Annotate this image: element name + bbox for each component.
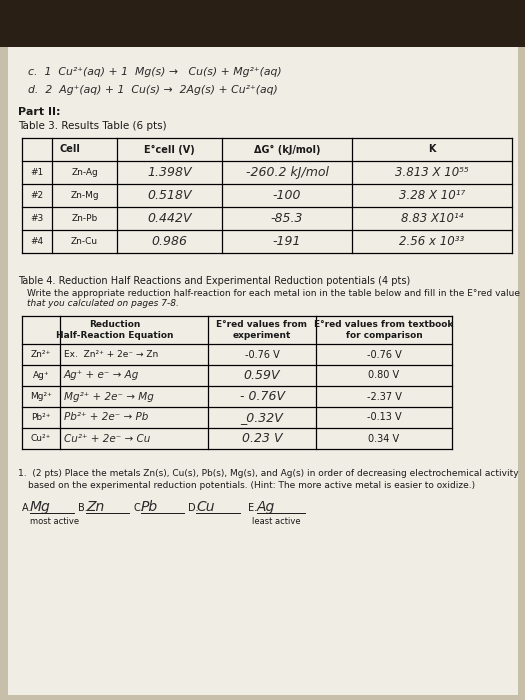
- Text: E.: E.: [248, 503, 257, 513]
- Text: C.: C.: [133, 503, 143, 513]
- Text: A.: A.: [22, 503, 32, 513]
- Text: -0.13 V: -0.13 V: [366, 412, 401, 423]
- Text: Part II:: Part II:: [18, 107, 60, 117]
- Text: -260.2 kJ/mol: -260.2 kJ/mol: [246, 166, 329, 179]
- Text: Zn-Pb: Zn-Pb: [71, 214, 98, 223]
- Text: 1.398V: 1.398V: [147, 166, 192, 179]
- Text: Ag⁺ + e⁻ → Ag: Ag⁺ + e⁻ → Ag: [64, 370, 139, 381]
- Text: Zn-Ag: Zn-Ag: [71, 168, 98, 177]
- Text: Pb: Pb: [141, 500, 158, 514]
- Text: E°red values from
experiment: E°red values from experiment: [216, 320, 308, 340]
- Text: 1.  (2 pts) Place the metals Zn(s), Cu(s), Pb(s), Mg(s), and Ag(s) in order of d: 1. (2 pts) Place the metals Zn(s), Cu(s)…: [18, 470, 519, 479]
- Text: Ag⁺: Ag⁺: [33, 371, 49, 380]
- Text: E°red values from textbook
for comparison: E°red values from textbook for compariso…: [314, 320, 454, 340]
- Text: E°cell (V): E°cell (V): [144, 144, 195, 155]
- Text: Mg²⁺ + 2e⁻ → Mg: Mg²⁺ + 2e⁻ → Mg: [64, 391, 154, 402]
- Text: -0.76 V: -0.76 V: [245, 349, 279, 360]
- FancyBboxPatch shape: [8, 47, 518, 695]
- Text: #2: #2: [30, 191, 44, 200]
- Text: Zn: Zn: [86, 500, 104, 514]
- Text: Write the appropriate reduction half-reaction for each metal ion in the table be: Write the appropriate reduction half-rea…: [27, 288, 520, 298]
- Text: 3.28 X 10¹⁷: 3.28 X 10¹⁷: [399, 189, 465, 202]
- Text: _0.32V: _0.32V: [240, 411, 284, 424]
- Text: Zn-Mg: Zn-Mg: [70, 191, 99, 200]
- Text: Zn-Cu: Zn-Cu: [71, 237, 98, 246]
- Text: -85.3: -85.3: [271, 212, 303, 225]
- Text: 0.23 V: 0.23 V: [242, 432, 282, 445]
- Text: K: K: [428, 144, 436, 155]
- Text: Ex.  Zn²⁺ + 2e⁻ → Zn: Ex. Zn²⁺ + 2e⁻ → Zn: [64, 350, 158, 359]
- Text: 0.518V: 0.518V: [147, 189, 192, 202]
- Text: Mg: Mg: [30, 500, 51, 514]
- Text: #3: #3: [30, 214, 44, 223]
- Text: -0.76 V: -0.76 V: [366, 349, 402, 360]
- Text: least active: least active: [252, 517, 301, 526]
- Text: 2.56 x 10³³: 2.56 x 10³³: [400, 235, 465, 248]
- Text: ΔG° (kJ/mol): ΔG° (kJ/mol): [254, 144, 320, 155]
- Text: #1: #1: [30, 168, 44, 177]
- Text: 0.986: 0.986: [152, 235, 187, 248]
- Text: 0.34 V: 0.34 V: [369, 433, 400, 444]
- Text: d.  2  Ag⁺(aq) + 1  Cu(s) →  2Ag(s) + Cu²⁺(aq): d. 2 Ag⁺(aq) + 1 Cu(s) → 2Ag(s) + Cu²⁺(a…: [28, 85, 278, 95]
- Text: Cu: Cu: [196, 500, 215, 514]
- Text: 0.80 V: 0.80 V: [369, 370, 400, 381]
- Text: Ag: Ag: [257, 500, 275, 514]
- Text: that you calculated on pages 7-8.: that you calculated on pages 7-8.: [27, 300, 179, 309]
- Text: c.  1  Cu²⁺(aq) + 1  Mg(s) →   Cu(s) + Mg²⁺(aq): c. 1 Cu²⁺(aq) + 1 Mg(s) → Cu(s) + Mg²⁺(a…: [28, 67, 281, 77]
- Text: Pb²⁺: Pb²⁺: [32, 413, 51, 422]
- Text: 3.813 X 10⁵⁵: 3.813 X 10⁵⁵: [395, 166, 469, 179]
- Text: -100: -100: [273, 189, 301, 202]
- Text: Cell: Cell: [59, 144, 80, 155]
- Text: Zn²⁺: Zn²⁺: [31, 350, 51, 359]
- Text: - 0.76V: - 0.76V: [239, 390, 285, 403]
- Text: #4: #4: [30, 237, 44, 246]
- Text: 0.59V: 0.59V: [244, 369, 280, 382]
- FancyBboxPatch shape: [0, 0, 525, 47]
- Text: Cu²⁺: Cu²⁺: [31, 434, 51, 443]
- Text: 8.83 X10¹⁴: 8.83 X10¹⁴: [401, 212, 463, 225]
- Text: based on the experimental reduction potentials. (Hint: The more active metal is : based on the experimental reduction pote…: [28, 482, 475, 491]
- Text: -2.37 V: -2.37 V: [366, 391, 402, 402]
- Text: 0.442V: 0.442V: [147, 212, 192, 225]
- Text: Table 4. Reduction Half Reactions and Experimental Reduction potentials (4 pts): Table 4. Reduction Half Reactions and Ex…: [18, 276, 410, 286]
- Text: Reduction
Half-Reaction Equation: Reduction Half-Reaction Equation: [56, 320, 174, 340]
- Text: Cu²⁺ + 2e⁻ → Cu: Cu²⁺ + 2e⁻ → Cu: [64, 433, 150, 444]
- Text: -191: -191: [273, 235, 301, 248]
- Text: most active: most active: [30, 517, 79, 526]
- Text: B.: B.: [78, 503, 88, 513]
- Text: Table 3. Results Table (6 pts): Table 3. Results Table (6 pts): [18, 121, 166, 131]
- Text: Mg²⁺: Mg²⁺: [30, 392, 52, 401]
- Text: D.: D.: [188, 503, 198, 513]
- Text: Pb²⁺ + 2e⁻ → Pb: Pb²⁺ + 2e⁻ → Pb: [64, 412, 149, 423]
